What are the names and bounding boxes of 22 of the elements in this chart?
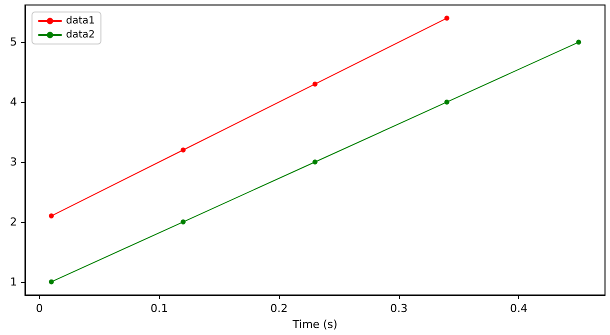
x-tick-label: 0.1	[150, 302, 168, 315]
point	[180, 219, 186, 224]
point	[180, 148, 186, 152]
point	[48, 279, 54, 284]
point	[312, 82, 318, 87]
x-tick-label: 0.2	[270, 302, 288, 315]
legend-label: data2	[66, 30, 95, 40]
point	[576, 40, 582, 45]
y-tick-label: 3	[10, 155, 17, 168]
point	[444, 16, 450, 21]
y-tick-label: 4	[10, 96, 17, 109]
legend-label: data1	[66, 16, 95, 26]
y-tick-label: 2	[10, 215, 17, 228]
point	[444, 100, 450, 105]
point	[48, 213, 54, 218]
x-tick-label: 0.4	[510, 302, 528, 315]
x-tick-label: 0	[36, 302, 43, 315]
x-tick-label: 0.3	[390, 302, 408, 315]
x-axis-title: Time (s)	[292, 318, 338, 331]
point	[312, 159, 318, 164]
y-tick-label: 5	[10, 36, 17, 49]
y-tick-label: 1	[10, 275, 17, 288]
